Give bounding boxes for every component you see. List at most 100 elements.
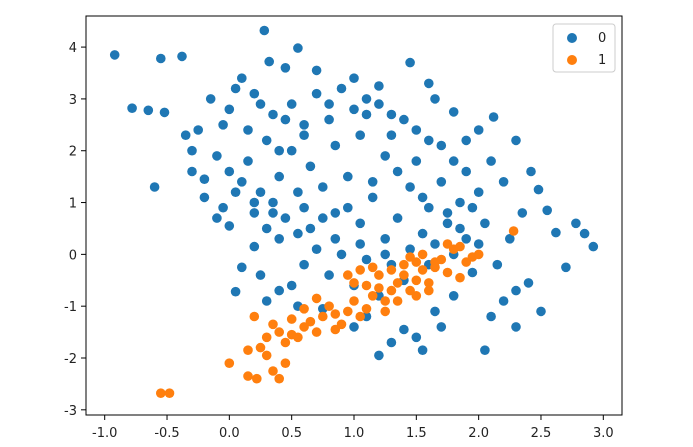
point-series-0-123 [237,177,247,187]
point-series-1-38 [424,278,434,288]
point-series-1-47 [399,259,409,270]
point-series-1-21 [318,311,328,322]
point-series-0-54 [399,324,409,335]
point-series-0-151 [492,259,503,270]
point-series-0-145 [318,213,328,223]
point-series-0-81 [361,254,372,265]
point-series-0-93 [261,135,272,146]
point-series-0-40 [237,73,247,83]
point-series-0-5 [159,107,170,118]
point-series-1-17 [268,319,278,330]
point-series-0-7 [187,145,197,156]
point-series-0-137 [374,99,384,109]
point-series-0-162 [486,311,496,322]
point-series-0-141 [274,145,285,156]
point-series-0-45 [405,57,415,68]
point-series-0-117 [268,109,278,120]
point-series-1-43 [455,241,465,252]
point-series-0-52 [448,291,459,301]
point-series-0-71 [442,218,453,229]
y-tick-label-3: 0 [69,248,77,263]
point-series-0-142 [249,197,260,208]
point-series-0-106 [473,239,484,249]
point-series-0-1 [156,53,166,64]
point-series-0-112 [386,109,397,120]
point-series-0-130 [405,244,415,254]
point-series-0-41 [280,63,291,73]
point-series-0-111 [411,125,422,135]
point-series-0-69 [436,177,447,187]
x-tick-label-3: 0.5 [281,426,302,441]
point-series-0-58 [255,270,266,280]
point-series-1-34 [399,270,409,280]
point-series-1-5 [268,366,278,376]
point-series-0-20 [417,345,428,356]
point-series-0-77 [299,202,309,213]
point-series-0-87 [330,140,341,151]
point-series-1-60 [299,304,309,314]
point-series-1-8 [261,350,272,361]
point-series-0-94 [243,156,253,166]
x-axis: -1.0 -0.5 0.0 0.5 1.0 1.5 2.0 2.5 3.0 [92,415,614,441]
point-series-0-48 [473,125,484,135]
point-series-1-59 [311,293,322,304]
point-series-0-38 [193,125,203,135]
point-series-0-97 [249,208,260,218]
point-series-1-26 [349,296,359,306]
point-series-1-15 [299,322,309,332]
point-series-0-65 [324,99,334,109]
point-series-0-21 [411,332,422,343]
x-tick-label-4: 1.0 [344,426,365,441]
point-series-0-42 [311,65,322,76]
point-series-0-150 [442,208,453,218]
point-series-0-35 [536,306,546,317]
x-tick-label-2: 0.0 [219,426,240,441]
point-series-1-41 [442,267,453,278]
point-series-0-146 [343,202,353,213]
point-series-1-36 [411,275,422,286]
point-series-0-125 [280,213,291,223]
point-series-1-50 [361,280,372,291]
point-series-0-68 [411,156,422,166]
point-series-0-84 [355,218,366,229]
y-tick-label-2: -1 [64,300,77,315]
point-series-0-30 [571,218,581,229]
point-series-0-47 [448,107,459,117]
point-series-0-14 [218,120,228,130]
point-series-1-32 [386,285,397,296]
point-series-1-1 [164,388,175,399]
point-series-0-11 [293,43,303,53]
y-tick-label-5: 2 [69,145,77,160]
point-series-0-166 [261,296,272,306]
point-series-0-72 [417,228,428,239]
point-series-1-65 [442,239,453,249]
point-series-0-143 [268,208,278,218]
point-series-0-83 [380,234,391,244]
point-series-0-110 [436,140,447,151]
point-series-0-116 [286,99,297,109]
point-series-1-33 [392,278,403,288]
point-series-0-12 [264,56,275,67]
point-series-1-16 [274,327,285,337]
legend: 0 1 [552,23,616,73]
point-series-0-64 [299,120,309,130]
y-tick-label-6: 3 [69,93,77,108]
point-series-1-29 [367,291,378,301]
point-series-0-156 [187,166,197,177]
point-series-0-88 [355,130,366,140]
point-series-0-28 [542,205,552,216]
x-tick-label-6: 2.0 [468,426,489,441]
point-series-0-118 [255,99,266,109]
point-series-1-53 [355,265,366,275]
point-series-0-124 [255,187,266,197]
point-series-0-148 [392,166,403,177]
point-series-0-157 [180,130,191,140]
point-series-0-138 [349,104,359,115]
point-series-0-32 [588,241,599,252]
point-series-0-161 [511,285,521,296]
point-series-0-6 [149,182,160,192]
point-series-0-134 [448,156,459,166]
point-series-1-9 [255,342,266,353]
point-series-0-119 [243,125,253,135]
